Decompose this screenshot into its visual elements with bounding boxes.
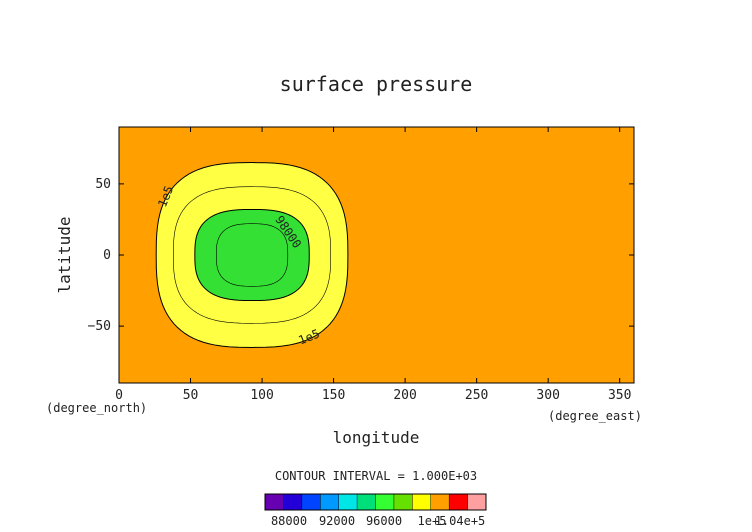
y-tick-label: −50 [88, 319, 111, 334]
colorbar-tick-label: 1.04e+5 [435, 514, 486, 528]
colorbar-swatch [393, 494, 413, 510]
y-axis-label: latitude [55, 216, 74, 293]
x-axis: 0 50 100 150 200 250 300 350 [115, 127, 631, 403]
x-tick-label: 250 [465, 388, 488, 403]
y-units-label: (degree_north) [46, 401, 147, 415]
colorbar-swatch [301, 494, 321, 510]
colorbar-labels: 88000 92000 96000 1e+51.04e+5 [271, 514, 485, 528]
x-tick-label: 0 [115, 388, 123, 403]
colorbar [264, 493, 487, 511]
x-tick-label: 100 [250, 388, 273, 403]
chart-title: surface pressure [280, 72, 473, 96]
colorbar-swatch [375, 494, 394, 510]
x-tick-label: 200 [393, 388, 416, 403]
y-tick-label: 50 [95, 177, 111, 192]
colorbar-swatch [412, 494, 431, 510]
x-tick-label: 350 [608, 388, 631, 403]
colorbar-tick-label: 92000 [319, 514, 355, 528]
colorbar-swatch [283, 494, 302, 510]
y-tick-label: 0 [103, 248, 111, 263]
colorbar-tick-label: 1e+5 [418, 514, 447, 528]
contour-interval-text: CONTOUR INTERVAL = 1.000E+03 [275, 469, 477, 483]
contour-line-100000 [155, 162, 349, 348]
x-axis-label: longitude [333, 428, 420, 447]
colorbar-tick-label: 96000 [366, 514, 402, 528]
colorbar-swatch [357, 494, 376, 510]
colorbar-swatch [449, 494, 468, 510]
contour-fill-98000 [194, 209, 310, 301]
colorbar-swatch [467, 494, 486, 510]
x-tick-label: 150 [322, 388, 345, 403]
contour-line-99000 [173, 186, 332, 324]
x-tick-label: 300 [536, 388, 559, 403]
x-tick-label: 50 [183, 388, 199, 403]
colorbar-swatch [430, 494, 450, 510]
x-units-label: (degree_east) [548, 409, 642, 423]
contour-lines [155, 162, 349, 348]
contour-line-97000 [215, 223, 289, 287]
contour-fills [156, 162, 348, 348]
colorbar-swatch [338, 494, 358, 510]
y-axis: −50 0 50 [88, 177, 634, 334]
contour-line-98000 [194, 208, 310, 302]
colorbar-swatch [265, 494, 284, 510]
colorbar-swatch [320, 494, 339, 510]
colorbar-tick-label: 88000 [271, 514, 307, 528]
